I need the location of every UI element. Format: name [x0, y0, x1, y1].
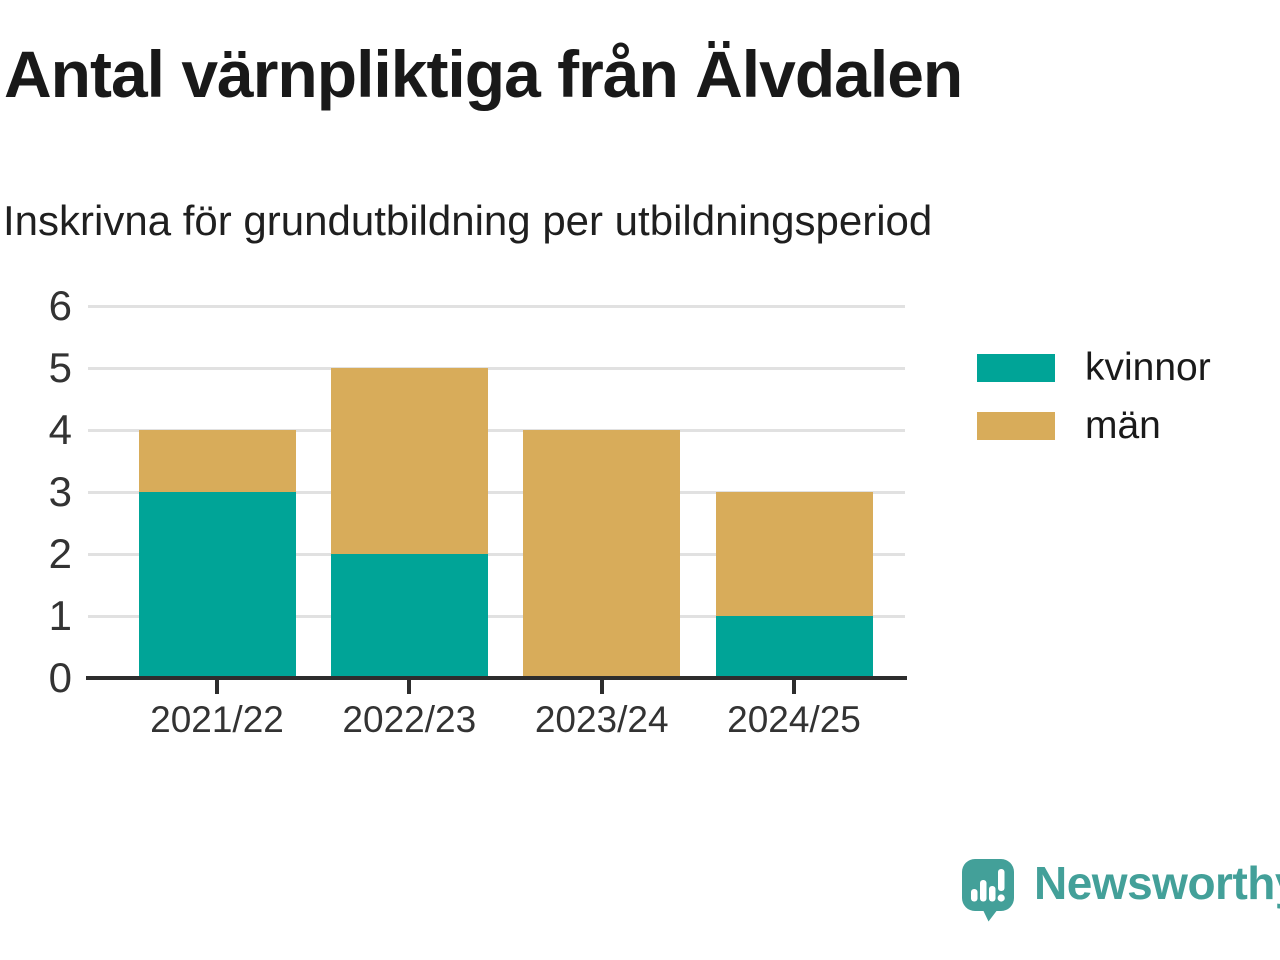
y-tick-label-4: 4 — [48, 406, 72, 453]
bar-segment-kvinnor-2021/22 — [138, 492, 296, 678]
newsworthy-logo-icon — [962, 859, 1014, 922]
x-tick-label-2023/24: 2023/24 — [534, 699, 669, 740]
x-tick-2022/23 — [407, 680, 412, 694]
bar-segment-män-2023/24 — [523, 430, 681, 678]
bar-segment-kvinnor-2022/23 — [330, 554, 488, 678]
y-tick-label-6: 6 — [48, 282, 72, 329]
chart-subtitle: Inskrivna för grundutbildning per utbild… — [3, 197, 933, 244]
y-tick-label-0: 0 — [48, 654, 72, 701]
x-tick-label-2022/23: 2022/23 — [342, 699, 477, 740]
x-tick-2023/24 — [599, 680, 604, 694]
y-tick-label-1: 1 — [48, 592, 72, 639]
gridline-2 — [88, 553, 905, 556]
bar-segment-män-2022/23 — [330, 368, 488, 554]
legend-label-män: män — [1085, 404, 1161, 447]
gridline-5 — [88, 367, 905, 370]
y-tick-label-5: 5 — [48, 344, 72, 391]
legend-label-kvinnor: kvinnor — [1085, 346, 1211, 389]
bar-segment-män-2021/22 — [138, 430, 296, 492]
legend-item-kvinnor: kvinnor — [977, 348, 1211, 387]
brand-name: Newsworthy — [1034, 857, 1280, 909]
bar-segment-män-2024/25 — [715, 492, 873, 616]
gridline-4 — [88, 429, 905, 432]
legend-swatch-kvinnor — [977, 353, 1055, 382]
gridline-6 — [88, 305, 905, 308]
x-tick-2024/25 — [792, 680, 796, 694]
x-tick-2021/22 — [215, 680, 219, 694]
x-tick-label-2024/25: 2024/25 — [727, 699, 861, 740]
x-tick-label-2021/22: 2021/22 — [150, 699, 284, 740]
gridline-3 — [88, 491, 905, 494]
y-tick-label-3: 3 — [48, 468, 72, 515]
chart-title: Antal värnpliktiga från Älvdalen — [4, 37, 963, 111]
y-tick-label-2: 2 — [48, 530, 72, 577]
gridline-1 — [88, 615, 905, 618]
x-axis-line — [86, 676, 907, 680]
legend-item-män: män — [977, 406, 1161, 445]
bar-segment-kvinnor-2024/25 — [715, 616, 873, 678]
legend-swatch-män — [977, 411, 1055, 440]
brand-footer: Newsworthy — [962, 858, 1280, 922]
